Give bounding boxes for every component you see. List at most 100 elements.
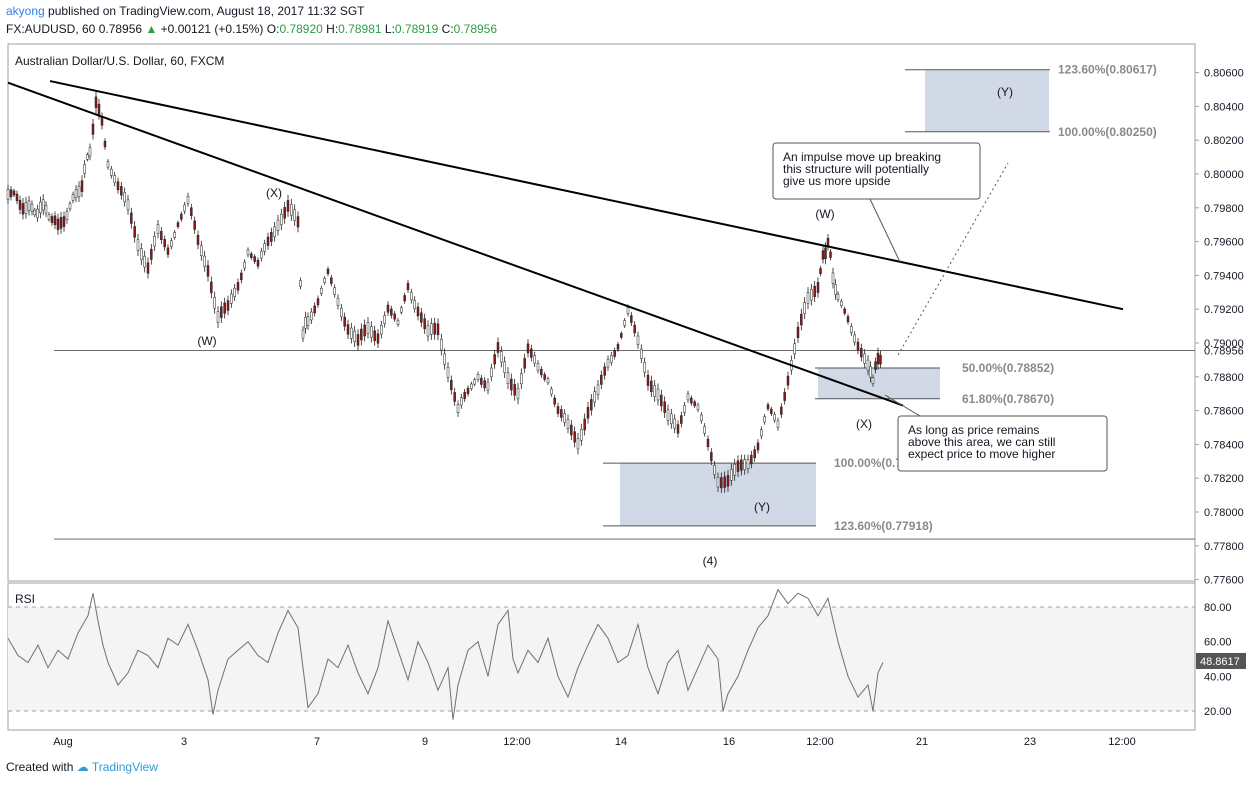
candle-body (626, 307, 630, 314)
candle-body (566, 418, 570, 429)
candle-body (746, 459, 750, 470)
candle-body (253, 256, 256, 262)
candle-body (50, 216, 54, 223)
candle-body (879, 354, 882, 365)
candle-body (9, 189, 13, 198)
candle-body (276, 219, 280, 231)
candle-body (856, 341, 860, 351)
candle-body (310, 311, 313, 321)
candle-body (513, 384, 516, 396)
candle-body (810, 289, 813, 301)
candle-body (6, 189, 10, 200)
candle-body (773, 414, 776, 421)
candle-body (533, 355, 536, 364)
candle-body (736, 460, 740, 472)
candle-body (656, 388, 660, 401)
candle-body (876, 352, 880, 365)
candle-body (336, 297, 340, 307)
author-link[interactable]: akyong (6, 4, 45, 18)
candle-body (480, 377, 483, 385)
tradingview-brand[interactable]: TradingView (91, 760, 158, 774)
candle-body (103, 140, 107, 148)
time-tick-label: 3 (181, 736, 187, 748)
price-tick-label: 0.77600 (1204, 575, 1244, 587)
candle-body (440, 338, 443, 351)
ohlc-bar: FX:AUDUSD, 60 0.78956 ▲ +0.00121 (+0.15%… (6, 22, 497, 36)
trendlines[interactable] (7, 80, 1124, 407)
candle-body (74, 189, 78, 199)
price-tick-label: 0.78800 (1204, 372, 1244, 384)
candle-body (356, 334, 360, 346)
candle-body (556, 406, 560, 414)
candle-body (563, 413, 566, 423)
candle-body (293, 209, 296, 221)
candle-body (62, 216, 66, 227)
rsi-line (7, 588, 884, 720)
candle-body (160, 231, 163, 241)
horizontal-lines (8, 350, 1195, 712)
candle-body (753, 449, 756, 458)
rsi-last-bg (1196, 652, 1246, 669)
publish-info: akyong published on TradingView.com, Aug… (6, 4, 364, 18)
rsi-tick-label: 80.00 (1204, 602, 1232, 614)
fib-label: 123.60%(0.80617) (1058, 63, 1157, 77)
wave-label: (X) (266, 186, 282, 200)
candle-body (77, 186, 81, 198)
candle-body (743, 459, 746, 470)
candle-body (246, 249, 250, 256)
high-value: 0.78981 (338, 22, 382, 36)
candle-body (600, 374, 603, 385)
candle-body (226, 300, 230, 311)
candle-body (240, 272, 243, 281)
candle-body (420, 312, 423, 323)
candle-body (806, 292, 810, 304)
candle-body (196, 234, 200, 245)
candle-body (153, 236, 156, 247)
candle-body (606, 359, 610, 368)
candle-body (840, 300, 843, 306)
candle-body (570, 424, 573, 436)
candle-body (320, 287, 323, 294)
candle-body (831, 272, 835, 284)
candle-body (450, 379, 453, 391)
candle-body (866, 359, 870, 371)
candle-body (333, 287, 336, 295)
callout-box (772, 142, 981, 200)
candle-body (44, 205, 48, 214)
candle-body (860, 347, 863, 358)
time-tick-label: 21 (916, 736, 928, 748)
candle-body (453, 392, 456, 402)
candle-body (766, 404, 770, 410)
candle-body (47, 214, 51, 220)
candle-body (550, 388, 553, 395)
candle-body (636, 335, 640, 345)
candle-body (590, 399, 593, 411)
price-pane-frame (7, 43, 1196, 582)
candle-body (730, 469, 733, 481)
callout-text: this structure will potentially (783, 162, 929, 176)
candle-body (406, 282, 410, 290)
candle-body (166, 247, 170, 255)
candle-body (456, 404, 460, 414)
open-label: O: (266, 22, 280, 36)
candle-body (610, 355, 613, 363)
callout-pointer (884, 394, 921, 417)
candle-body (410, 292, 413, 301)
candle-body (256, 259, 260, 267)
candle-body (283, 207, 286, 219)
price-tick-label: 0.80400 (1204, 101, 1244, 113)
wave-label: (Y) (754, 500, 770, 514)
candle-body (503, 361, 506, 373)
candle-body (266, 236, 270, 246)
candle-body (146, 262, 150, 274)
candle-body (493, 354, 496, 365)
candle-body (426, 325, 430, 337)
candle-body (496, 342, 500, 353)
chart-title: Australian Dollar/U.S. Dollar, 60, FXCM (15, 54, 224, 68)
candle-body (233, 287, 236, 298)
candle-body (390, 308, 393, 316)
candle-body (836, 293, 840, 300)
candle-body (630, 315, 633, 323)
candle-body (176, 222, 180, 228)
